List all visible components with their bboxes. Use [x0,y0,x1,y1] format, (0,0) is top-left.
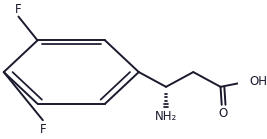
Text: O: O [218,107,227,120]
Text: NH₂: NH₂ [155,110,177,123]
Text: OH: OH [249,75,267,88]
Text: F: F [40,123,46,136]
Text: F: F [14,3,21,16]
